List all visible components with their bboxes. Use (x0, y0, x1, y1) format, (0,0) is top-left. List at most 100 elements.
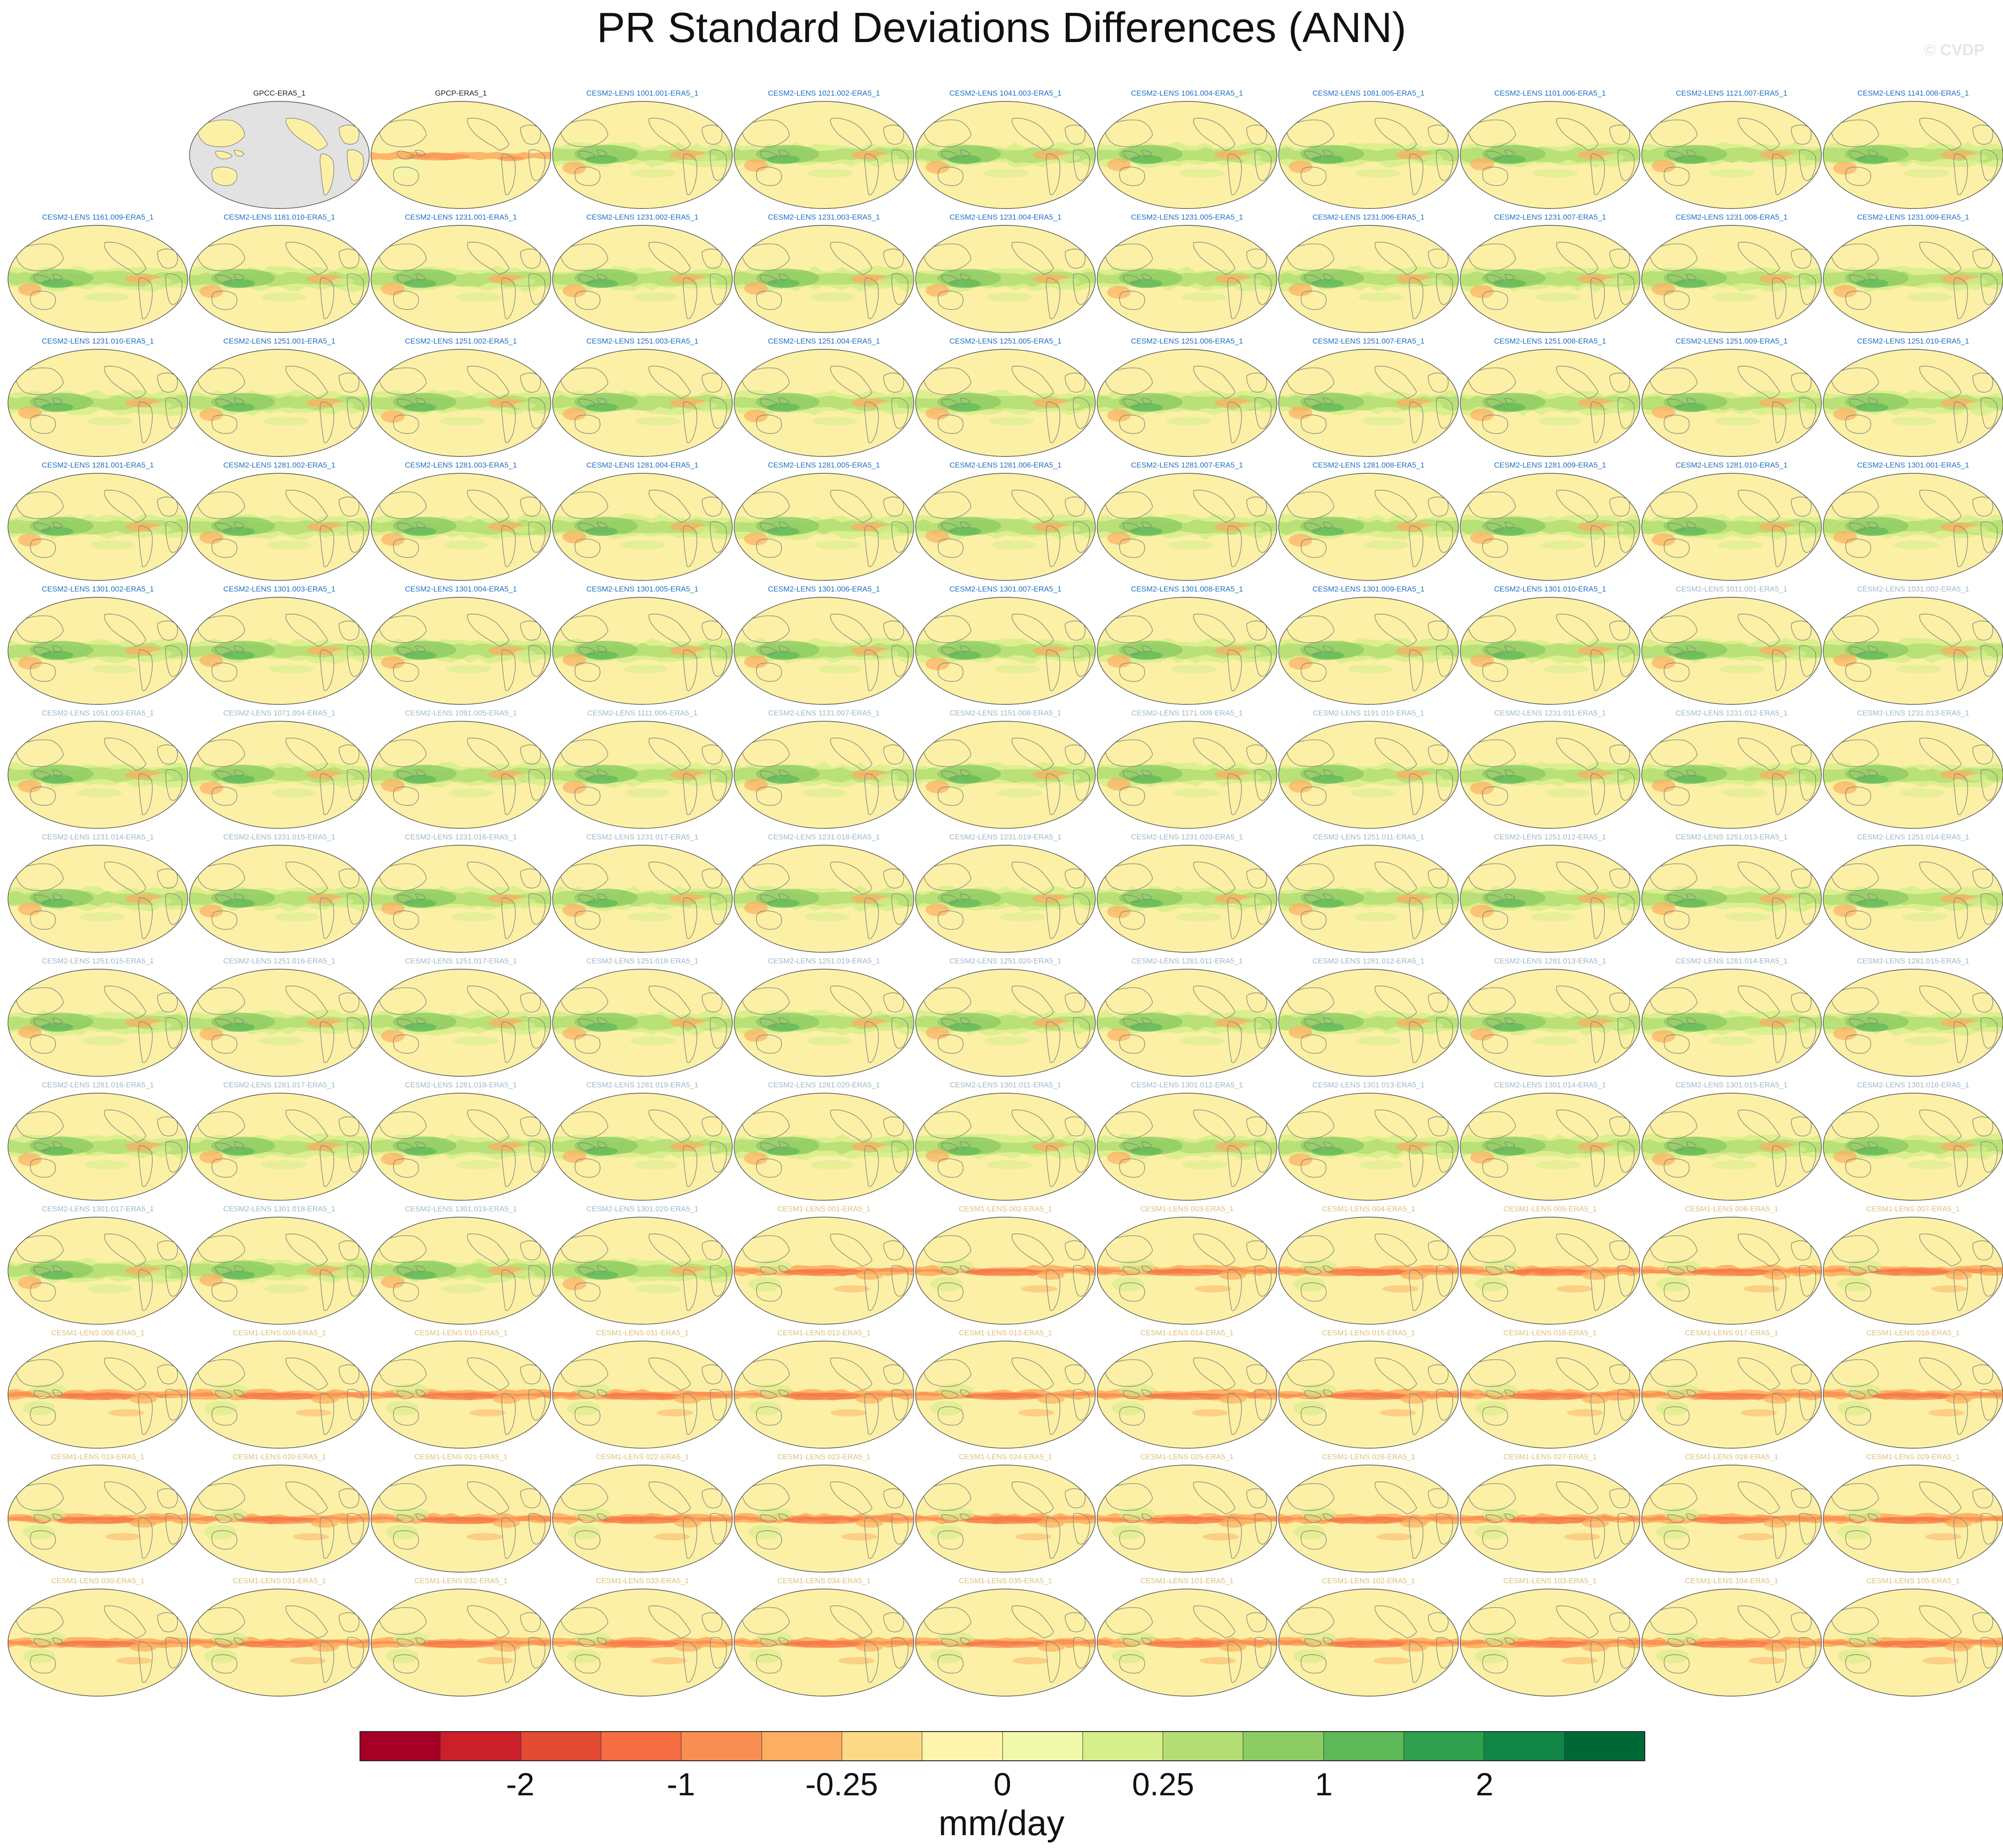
map-panel: CESM2-LENS 1251.018-ERA5_1 (552, 956, 733, 1080)
world-map (1641, 845, 1822, 953)
map-panel-label: CESM2-LENS 1301.013-ERA5_1 (1312, 1081, 1425, 1089)
map-panel: CESM2-LENS 1301.007-ERA5_1 (915, 584, 1096, 708)
colorbar-swatch (681, 1732, 762, 1760)
map-panel-label: CESM1-LENS 007-ERA5_1 (1866, 1205, 1960, 1213)
world-map (1641, 101, 1822, 209)
map-panel: CESM2-LENS 1251.015-ERA5_1 (7, 956, 189, 1080)
map-panel: CESM1-LENS 015-ERA5_1 (1278, 1328, 1459, 1452)
map-panel-label: CESM2-LENS 1251.006-ERA5_1 (1131, 337, 1243, 345)
map-panel-label: CESM2-LENS 1251.018-ERA5_1 (586, 957, 699, 965)
map-panel-label: CESM1-LENS 010-ERA5_1 (414, 1329, 508, 1337)
map-panel: CESM1-LENS 006-ERA5_1 (1641, 1204, 1822, 1328)
map-panel: CESM1-LENS 016-ERA5_1 (1459, 1328, 1641, 1452)
map-panel: CESM2-LENS 1231.011-ERA5_1 (1459, 708, 1641, 832)
colorbar-tick-label: 0 (993, 1767, 1012, 1802)
map-panel: CESM2-LENS 1171.009-ERA5_1 (1096, 708, 1278, 832)
map-panel-label: CESM2-LENS 1281.018-ERA5_1 (405, 1081, 517, 1089)
map-panel: CESM2-LENS 1281.014-ERA5_1 (1641, 956, 1822, 1080)
map-panel: CESM2-LENS 1021.002-ERA5_1 (733, 89, 915, 213)
map-panel: CESM2-LENS 1301.005-ERA5_1 (552, 584, 733, 708)
world-map (734, 1341, 914, 1449)
map-panel-label: CESM2-LENS 1251.008-ERA5_1 (1494, 337, 1606, 345)
world-map (8, 845, 188, 953)
world-map (915, 1341, 1096, 1449)
world-map (915, 845, 1096, 953)
map-panel-label: CESM2-LENS 1281.009-ERA5_1 (1494, 461, 1606, 469)
map-panel-label: CESM2-LENS 1281.020-ERA5_1 (768, 1081, 880, 1089)
world-map (371, 473, 551, 581)
world-map (371, 969, 551, 1077)
colorbar (360, 1731, 1645, 1761)
map-panel: CESM1-LENS 002-ERA5_1 (915, 1204, 1096, 1328)
map-panel: CESM2-LENS 1301.003-ERA5_1 (189, 584, 370, 708)
world-map (371, 721, 551, 829)
world-map (1278, 1093, 1459, 1201)
map-panel: CESM2-LENS 1081.005-ERA5_1 (1278, 89, 1459, 213)
map-panel: CESM1-LENS 021-ERA5_1 (370, 1452, 552, 1576)
map-panel-label: CESM2-LENS 1301.011-ERA5_1 (950, 1081, 1061, 1089)
world-map (1823, 1093, 2003, 1201)
world-map (1823, 597, 2003, 705)
map-panel-label: CESM2-LENS 1281.016-ERA5_1 (42, 1081, 154, 1089)
world-map (371, 225, 551, 333)
map-panel-label: CESM2-LENS 1231.016-ERA5_1 (405, 833, 517, 841)
map-panel: CESM2-LENS 1061.004-ERA5_1 (1096, 89, 1278, 213)
world-map (734, 225, 914, 333)
map-panel: CESM1-LENS 020-ERA5_1 (189, 1452, 370, 1576)
colorbar-tick-label: -0.25 (805, 1767, 878, 1802)
map-panel-label: CESM1-LENS 015-ERA5_1 (1322, 1329, 1415, 1337)
world-map (915, 1589, 1096, 1697)
world-map (1823, 101, 2003, 209)
map-panel: CESM2-LENS 1251.010-ERA5_1 (1822, 336, 2003, 460)
map-panel-label: CESM2-LENS 1081.005-ERA5_1 (1312, 89, 1425, 97)
map-panel-label: CESM2-LENS 1231.012-ERA5_1 (1675, 709, 1788, 717)
world-map (915, 473, 1096, 581)
map-panel-label: CESM1-LENS 101-ERA5_1 (1140, 1577, 1234, 1585)
world-map (1097, 597, 1277, 705)
map-panel: CESM2-LENS 1301.006-ERA5_1 (733, 584, 915, 708)
map-panel: CESM1-LENS 011-ERA5_1 (552, 1328, 733, 1452)
colorbar-swatch (521, 1732, 601, 1760)
world-map (915, 721, 1096, 829)
map-panel-label: GPCC-ERA5_1 (253, 89, 306, 97)
map-panel-label: CESM2-LENS 1281.010-ERA5_1 (1675, 461, 1788, 469)
world-map (1278, 101, 1459, 209)
map-panel: CESM2-LENS 1301.015-ERA5_1 (1641, 1080, 1822, 1204)
world-map (552, 225, 733, 333)
world-map (371, 1589, 551, 1697)
map-panel-label: CESM2-LENS 1171.009-ERA5_1 (1131, 709, 1243, 717)
world-map (552, 1465, 733, 1573)
map-panel-label: CESM2-LENS 1021.002-ERA5_1 (768, 89, 880, 97)
map-panel-label: CESM2-LENS 1281.011-ERA5_1 (1131, 957, 1243, 965)
world-map (189, 225, 370, 333)
map-panel: CESM2-LENS 1051.003-ERA5_1 (7, 708, 189, 832)
world-map (371, 1093, 551, 1201)
map-panel: CESM2-LENS 1231.002-ERA5_1 (552, 213, 733, 336)
map-panel-label: CESM2-LENS 1231.004-ERA5_1 (949, 213, 1062, 221)
world-map (1460, 721, 1640, 829)
map-panel: CESM2-LENS 1231.001-ERA5_1 (370, 213, 552, 336)
map-panel-grid: GPCC-ERA5_1 GPCP-ERA5_1 CESM2-LENS 1001.00… (7, 89, 2003, 1697)
map-panel-label: CESM2-LENS 1251.007-ERA5_1 (1312, 337, 1425, 345)
map-panel: CESM2-LENS 1251.002-ERA5_1 (370, 336, 552, 460)
map-panel-label: CESM2-LENS 1111.006-ERA5_1 (587, 709, 698, 717)
map-panel-label: CESM2-LENS 1231.009-ERA5_1 (1857, 213, 1969, 221)
world-map (1460, 1589, 1640, 1697)
map-panel: CESM1-LENS 001-ERA5_1 (733, 1204, 915, 1328)
map-panel: CESM2-LENS 1161.009-ERA5_1 (7, 213, 189, 336)
map-panel: CESM2-LENS 1301.020-ERA5_1 (552, 1204, 733, 1328)
map-panel-label: CESM2-LENS 1281.017-ERA5_1 (223, 1081, 336, 1089)
map-panel-label: CESM2-LENS 1181.010-ERA5_1 (224, 213, 335, 221)
map-panel: CESM2-LENS 1231.020-ERA5_1 (1096, 832, 1278, 956)
map-panel: CESM2-LENS 1251.011-ERA5_1 (1278, 832, 1459, 956)
map-panel-label: CESM2-LENS 1281.012-ERA5_1 (1312, 957, 1425, 965)
map-panel-label: CESM2-LENS 1231.002-ERA5_1 (586, 213, 699, 221)
map-panel: CESM2-LENS 1231.008-ERA5_1 (1641, 213, 1822, 336)
map-panel: GPCP-ERA5_1 (370, 89, 552, 213)
colorbar-tick-label: 0.25 (1132, 1767, 1195, 1802)
map-panel-label: CESM1-LENS 035-ERA5_1 (959, 1577, 1052, 1585)
world-map (552, 1589, 733, 1697)
world-map (552, 845, 733, 953)
world-map (552, 1341, 733, 1449)
map-panel-label: GPCP-ERA5_1 (435, 89, 487, 97)
